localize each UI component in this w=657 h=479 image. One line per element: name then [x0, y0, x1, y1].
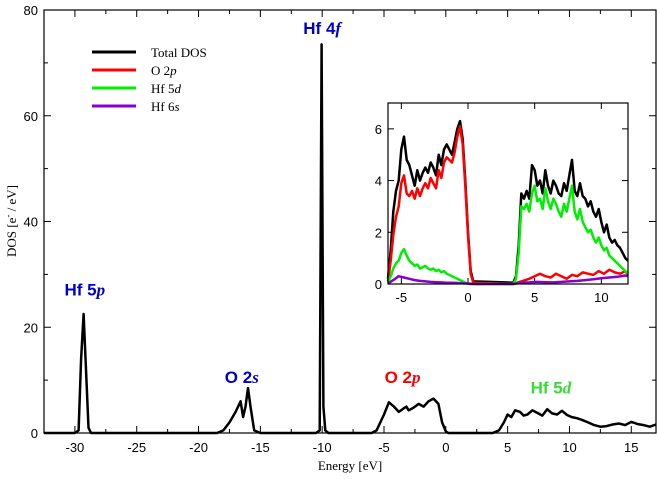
- inset-x-tick-label: 10: [594, 290, 608, 305]
- legend-label-part: Total DOS: [151, 45, 207, 60]
- peak-annotation-orbital: d: [563, 378, 572, 397]
- peak-annotation-base: Hf 5: [64, 281, 96, 300]
- peak-annotation-base: Hf 5: [531, 378, 563, 397]
- x-tick-label: 0: [442, 440, 449, 455]
- peak-annotation: O 2p: [385, 368, 421, 387]
- inset-x-tick-label: 0: [464, 290, 471, 305]
- peak-annotation-orbital: s: [251, 368, 259, 387]
- legend-label-part: Hf 6: [151, 99, 175, 114]
- inset-series-group: [386, 119, 630, 286]
- x-tick-label: -15: [251, 440, 270, 455]
- main-plot-frame: [43, 9, 657, 434]
- legend-label-part: Hf 5: [151, 81, 174, 96]
- inset-x-tick-label: 5: [531, 290, 538, 305]
- series-line-total: [44, 43, 657, 435]
- peak-annotation: Hf 5d: [531, 378, 572, 397]
- y-tick-label: 40: [24, 215, 38, 230]
- legend-label-part: d: [174, 81, 181, 96]
- peak-annotation-base: O 2: [385, 368, 412, 387]
- peak-annotation-orbital: p: [95, 281, 106, 300]
- x-tick-label: -25: [127, 440, 146, 455]
- legend-label-hf5d: Hf 5d: [151, 81, 181, 96]
- peak-annotation-orbital: f: [335, 19, 343, 38]
- peak-annotation: Hf 5p: [64, 281, 105, 300]
- y-axis-label-superscript: -: [3, 215, 13, 218]
- peak-annotation-orbital: p: [410, 368, 421, 387]
- inset-series-line-total: [386, 119, 629, 284]
- inset-plot-frame: [387, 102, 629, 285]
- x-tick-label: -5: [378, 440, 390, 455]
- peak-annotation-base: O 2: [225, 368, 252, 387]
- y-axis-label-base: DOS [e: [4, 217, 19, 257]
- y-tick-label: 20: [24, 320, 38, 335]
- legend-label-part: O 2: [151, 63, 170, 78]
- inset-chart: -5 0 5 10 0 2 4 6: [372, 101, 630, 305]
- legend-label-o2p: O 2p: [151, 63, 177, 78]
- legend-label-part: s: [174, 99, 179, 114]
- x-tick-label: -30: [66, 440, 85, 455]
- inset-x-tick-label: -5: [396, 290, 408, 305]
- x-tick-label: -20: [189, 440, 208, 455]
- legend-label-total: Total DOS: [151, 45, 207, 60]
- inset-y-tick-label: 2: [375, 225, 382, 240]
- inset-y-tick-label: 6: [375, 122, 382, 137]
- x-tick-label: -10: [313, 440, 332, 455]
- y-axis-label: DOS [e- / eV]: [3, 185, 19, 257]
- legend: Total DOS O 2p Hf 5d Hf 6s: [92, 45, 207, 114]
- x-tick-label: 15: [624, 440, 638, 455]
- main-series-group: [44, 43, 657, 435]
- legend-label-part: p: [169, 63, 177, 78]
- inset-series-line-o2p: [386, 125, 630, 286]
- peak-annotation-base: Hf 4: [303, 19, 336, 38]
- peak-annotation: Hf 4f: [303, 19, 343, 38]
- y-axis-label-rest: / eV]: [4, 185, 19, 215]
- y-tick-label: 60: [24, 109, 38, 124]
- inset-y-tick-label: 0: [375, 277, 382, 292]
- legend-label-hf6s: Hf 6s: [151, 99, 180, 114]
- x-tick-label: 5: [504, 440, 511, 455]
- x-axis-label: Energy [eV]: [318, 458, 382, 473]
- inset-series-line-hf5d: [386, 184, 629, 286]
- inset-y-tick-label: 4: [375, 174, 382, 189]
- peak-annotation: O 2s: [225, 368, 259, 387]
- y-tick-label: 80: [24, 3, 38, 18]
- x-tick-label: 10: [562, 440, 576, 455]
- inset-background: [372, 101, 628, 284]
- y-tick-label: 0: [31, 426, 38, 441]
